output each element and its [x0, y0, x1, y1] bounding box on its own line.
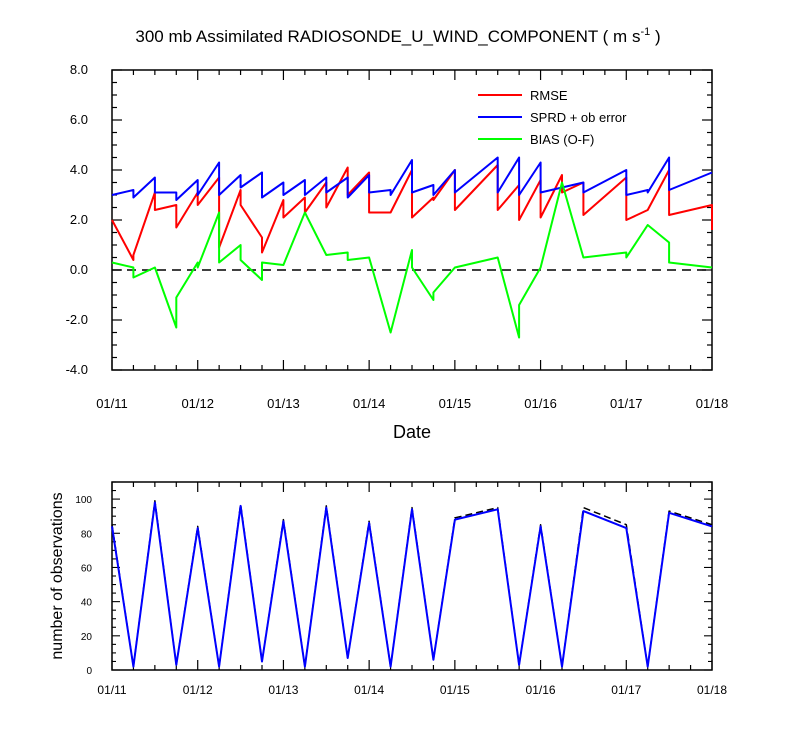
y-tick-label: 2.0: [70, 212, 88, 227]
x-tick-label: 01/18: [697, 683, 727, 697]
x-tick-label: 01/15: [440, 683, 470, 697]
y-tick-label: 40: [81, 598, 93, 609]
x-tick-label: 01/18: [696, 396, 729, 411]
x-tick-label: 01/16: [526, 683, 556, 697]
chart-title: 300 mb Assimilated RADIOSONDE_U_WIND_COM…: [135, 26, 660, 46]
y-tick-label: 4.0: [70, 162, 88, 177]
y-tick-label: 100: [75, 495, 92, 506]
y-tick-label: 0.0: [70, 262, 88, 277]
y-tick-label: 8.0: [70, 62, 88, 77]
title-text: 300 mb Assimilated RADIOSONDE_U_WIND_COM…: [135, 27, 640, 46]
series-line-sprd-ob-error: [111, 156, 713, 201]
x-tick-label: 01/16: [524, 396, 557, 411]
y-tick-label: 60: [81, 563, 93, 574]
x-tick-label: 01/14: [354, 683, 384, 697]
x-tick-label: 01/13: [268, 683, 298, 697]
y-tick-label: 0: [86, 666, 92, 677]
legend-label: SPRD + ob error: [530, 110, 627, 125]
series-line-bias-o-f-: [111, 181, 713, 339]
title-close: ): [650, 27, 660, 46]
x-tick-label: 01/15: [439, 396, 472, 411]
x-tick-label: 01/12: [181, 396, 214, 411]
legend-label: RMSE: [530, 88, 568, 103]
legend-label: BIAS (O-F): [530, 132, 594, 147]
y-tick-label: 80: [81, 529, 93, 540]
x-tick-label: 01/13: [267, 396, 300, 411]
x-tick-label: 01/12: [183, 683, 213, 697]
y-tick-label: -4.0: [66, 362, 88, 377]
x-tick-label: 01/11: [96, 396, 128, 411]
top-plot: 300 mb Assimilated RADIOSONDE_U_WIND_COM…: [66, 26, 729, 442]
bottom-plot: 01/11 01/12 01/13 01/14 01/15 01/16 01/17 01/18…: [49, 481, 727, 697]
x-tick-label: 01/14: [353, 396, 386, 411]
series-line-used-observations: [111, 501, 713, 668]
y-axis-label: number of observations: [49, 492, 66, 659]
title-unit-exponent: -1: [640, 26, 650, 38]
y-tick-label: 20: [81, 632, 93, 643]
x-tick-label: 01/17: [611, 683, 641, 697]
x-tick-label: 01/17: [610, 396, 643, 411]
y-tick-label: 6.0: [70, 112, 88, 127]
x-tick-label: 01/11: [97, 683, 126, 697]
x-axis-label: Date: [393, 422, 431, 442]
y-tick-label: -2.0: [66, 312, 88, 327]
